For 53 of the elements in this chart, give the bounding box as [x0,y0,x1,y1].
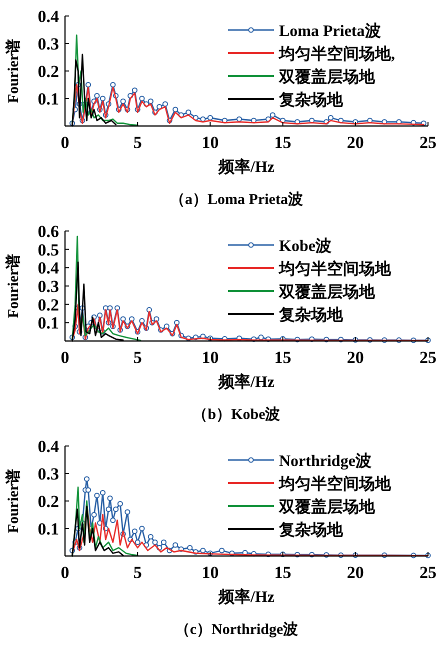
y-tick-label: 0.4 [38,437,60,456]
x-tick-label: 25 [420,563,436,582]
y-tick-label: 0.2 [38,62,59,81]
y-tick-label: 0.6 [38,222,59,241]
y-tick-label: 0.4 [38,258,60,278]
legend-label: Kobe波 [279,237,332,255]
x-tick-label: 20 [346,133,364,152]
text: （c）Northridge波 [174,621,298,638]
text: （a）Loma Prieta波 [170,191,303,208]
x-tick-label: 10 [202,348,219,367]
y-tick-label: 0.3 [38,34,59,54]
x-tick-label: 20 [346,563,364,582]
x-axis-title: 频率/Hz [218,157,274,176]
x-tick-label: 10 [202,133,219,152]
legend-label: 均匀半空间场地, [278,45,395,63]
x-tick-label: 25 [420,348,436,367]
legend-label: 均匀半空间场地 [278,475,392,493]
legend-label: 均匀半空间场地 [278,260,392,278]
x-tick-label: 5 [133,133,142,152]
legend-label: 双覆盖层场地 [278,282,376,301]
y-tick-label: 0.2 [38,492,59,511]
x-tick-label: 20 [346,348,364,367]
legend-label: 双覆盖层场地 [278,67,376,86]
x-tick-label: 0 [60,133,70,152]
legend-label: 复杂场地 [278,521,344,539]
x-tick-label: 5 [133,348,142,367]
x-tick-label: 5 [133,563,142,582]
legend-label: Loma Prieta波 [279,22,381,40]
x-tick-label: 0 [60,348,70,367]
y-tick-label: 0.3 [38,277,59,296]
legend-label: 复杂场地 [278,91,344,109]
x-axis-title: 频率/Hz [218,587,274,606]
x-axis-title: 频率/Hz [218,372,274,391]
y-axis-title: Fourier谱 [4,38,22,104]
y-axis-title: Fourier谱 [4,468,22,534]
y-tick-label: 0.4 [38,7,60,26]
y-tick-label: 0.1 [38,90,59,108]
y-axis-title: Fourier谱 [4,254,22,318]
y-tick-label: 0.2 [38,295,59,314]
y-tick-label: 0.1 [38,314,59,333]
legend-label: 复杂场地 [278,306,344,324]
x-tick-label: 10 [202,563,219,582]
y-tick-label: 0.1 [38,520,59,538]
text: （b）Kobe波 [192,406,280,423]
x-tick-label: 15 [274,348,292,367]
x-tick-label: 15 [274,563,292,582]
y-tick-label: 0.5 [38,240,59,260]
y-tick-label: 0.3 [38,464,59,484]
legend-label: 双覆盖层场地 [278,497,376,516]
x-tick-label: 0 [60,563,70,582]
legend-label: Northridge波 [279,452,372,470]
x-tick-label: 25 [420,133,436,152]
x-tick-label: 15 [274,133,292,152]
